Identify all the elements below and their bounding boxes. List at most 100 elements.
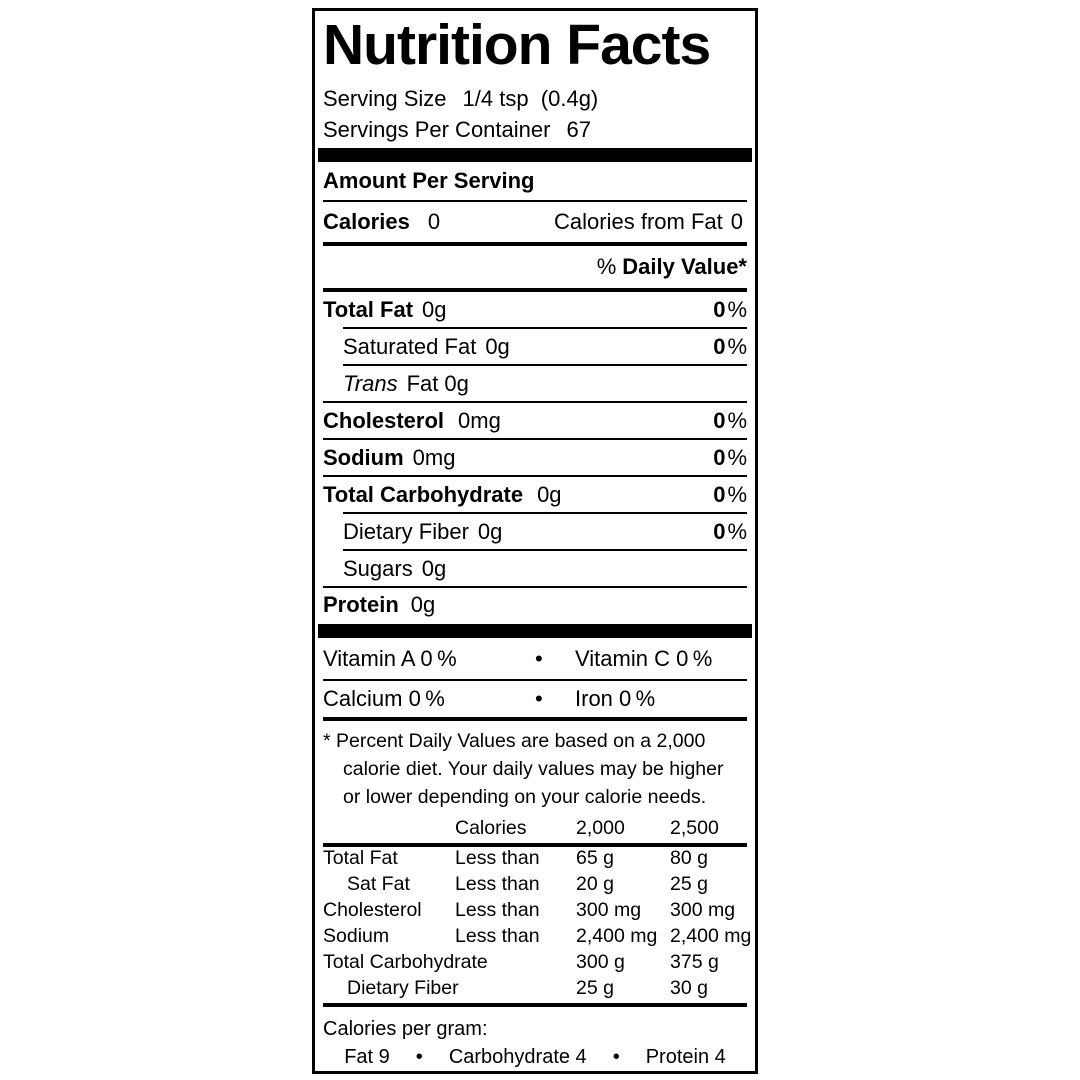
table-row-cholesterol: Cholesterol Less than 300 mg 300 mg [323,899,747,925]
divider-indented [343,549,747,551]
thick-divider-bottom [318,624,752,638]
divider [323,717,747,721]
footnote-line: * Percent Daily Values are based on a 2,… [323,730,706,752]
daily-value-header: % Daily Value* [323,246,747,288]
servings-per-container-value: 67 [566,117,591,142]
table-cell-op: Less than [455,847,540,869]
table-cell-2000: 20 g [576,873,614,895]
nutrient-dv: 0% [713,444,747,470]
nutrient-amount: 0g [410,591,436,617]
nutrient-row-protein: Protein 0g [323,588,747,621]
table-row-dietary-fiber: Dietary Fiber 25 g 30 g [323,977,747,1003]
table-cell-name: Dietary Fiber [347,977,459,999]
percent-sign: % [727,407,747,433]
servings-per-container-label: Servings Per Container [323,117,551,142]
table-cell-op: Less than [455,873,540,895]
nutrient-amount: 0g [477,518,503,544]
table-cell-op: Less than [455,925,540,947]
calories-per-gram-values: Fat 9 • Carbohydrate 4 • Protein 4 [323,1043,747,1071]
calories-row: Calories 0 Calories from Fat 0 [323,202,747,242]
thick-divider-top [318,148,752,162]
cpg-fat: Fat 9 [344,1046,390,1068]
nutrient-name-italic: Trans [343,370,398,396]
vitamin-row: Vitamin A 0 % • Vitamin C 0 % [323,638,747,679]
footnote-line: or lower depending on your calorie needs… [343,786,707,808]
calcium: Calcium 0 % [323,686,445,711]
nutrient-amount: 0g [421,555,447,581]
serving-size-value: 1/4 tsp (0.4g) [462,86,599,111]
divider-indented [343,327,747,329]
percent-sign: % [727,481,747,507]
nutrient-row-saturated-fat: Saturated Fat 0g 0% [323,329,747,364]
label-title: Nutrition Facts [323,13,711,77]
nutrient-name: Fat [406,370,439,396]
bullet: • [612,1046,620,1068]
nutrient-name: Total Carbohydrate [323,481,524,507]
calories-value: 0 [427,209,441,234]
nutrient-dv: 0% [713,481,747,507]
nutrient-row-sodium: Sodium 0mg 0% [323,440,747,475]
calories-from-fat: Calories from Fat 0 [554,209,743,235]
daily-value-footnote: * Percent Daily Values are based on a 2,… [323,727,747,811]
table-header-row: Calories 2,000 2,500 [323,811,747,843]
mineral-row: Calcium 0 % • Iron 0 % [323,681,747,717]
footnote-line: calorie diet. Your daily values may be h… [343,758,724,780]
table-cell-2000: 300 g [576,951,625,973]
table-cell-name: Sodium [323,925,390,947]
cpg-protein: Protein 4 [645,1046,726,1068]
nutrient-amount: 0g [537,481,562,507]
amount-per-serving-heading: Amount Per Serving [323,162,747,200]
nutrient-dv: 0% [713,296,747,322]
daily-value-percent-sign: % [596,254,617,279]
nutrient-name: Saturated Fat [343,333,477,359]
nutrient-amount: 0g [485,333,510,359]
divider [323,679,747,681]
nutrient-row-total-carbohydrate: Total Carbohydrate 0g 0% [323,477,747,512]
divider [323,200,747,202]
nutrient-amount: 0g [444,370,469,396]
nutrient-dv: 0% [713,333,747,359]
vitamin-c: Vitamin C 0 % [575,645,713,671]
nutrient-row-total-fat: Total Fat 0g 0% [323,292,747,327]
cpg-carbohydrate: Carbohydrate 4 [448,1046,587,1068]
bullet: • [535,645,543,671]
serving-size-row: Serving Size 1/4 tsp (0.4g) [323,83,747,114]
percent-sign: % [727,296,747,322]
nutrient-amount: 0g [422,296,447,322]
percent-sign: % [727,444,747,470]
nutrient-row-cholesterol: Cholesterol 0mg 0% [323,403,747,438]
divider [323,475,747,477]
nutrient-name: Sugars [343,555,413,581]
serving-size-label: Serving Size [323,86,447,111]
servings-per-container-row: Servings Per Container 67 [323,114,747,145]
nutrient-name: Dietary Fiber [343,518,469,544]
nutrition-facts-label: Nutrition Facts Serving Size 1/4 tsp (0.4… [312,8,758,1074]
nutrient-amount: 0mg [412,444,456,470]
calories-label: Calories [323,209,410,234]
table-row-total-carbohydrate: Total Carbohydrate 300 g 375 g [323,951,747,977]
table-cell-2500: 300 mg [670,899,736,921]
amount-per-serving-text: Amount Per Serving [323,168,535,193]
table-row-total-fat: Total Fat Less than 65 g 80 g [323,847,747,873]
nutrient-amount: 0mg [458,407,501,433]
nutrient-row-sugars: Sugars 0g [323,551,747,586]
bullet: • [535,686,543,711]
header-2000: 2,000 [576,817,625,839]
divider [323,401,747,403]
percent-sign: % [727,333,747,359]
divider-indented [343,512,747,514]
table-cell-name: Total Carbohydrate [323,951,488,973]
table-cell-2000: 25 g [576,977,614,999]
iron: Iron 0 % [575,686,656,711]
divider [323,586,747,588]
divider [323,242,747,246]
calories-from-fat-label: Calories from Fat [554,209,723,234]
nutrient-name: Sodium [323,444,404,470]
bullet: • [415,1046,423,1068]
table-cell-2500: 25 g [670,873,708,895]
table-cell-2500: 2,400 mg [670,925,752,947]
calories-from-fat-value: 0 [730,209,743,234]
nutrient-row-trans-fat: Trans Fat 0g [323,366,747,401]
nutrient-name: Cholesterol [323,407,445,433]
daily-values-table: Calories 2,000 2,500 Total Fat Less than… [323,811,751,1007]
